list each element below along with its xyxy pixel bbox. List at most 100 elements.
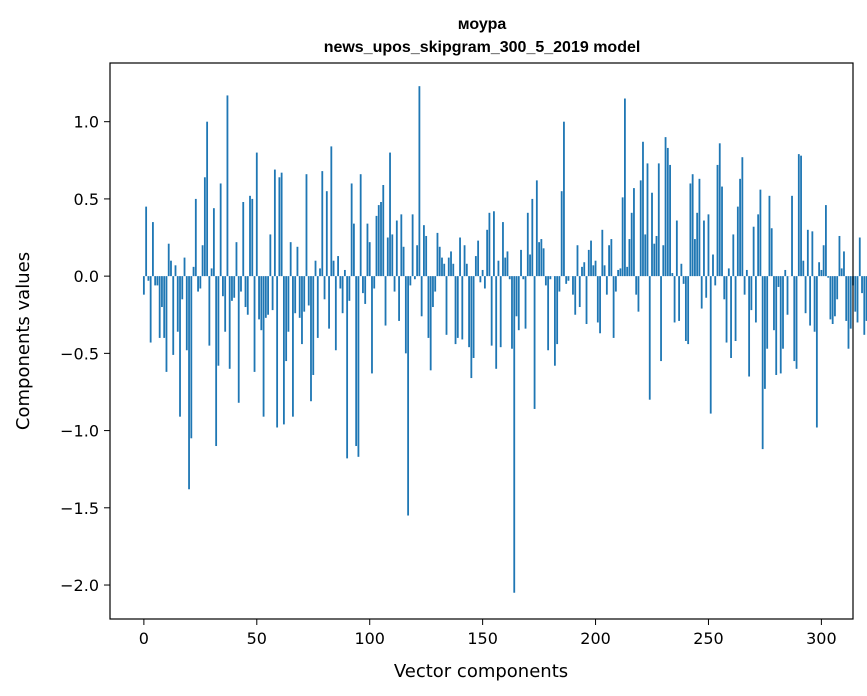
bar [253,276,256,372]
bar [865,276,867,321]
bar [836,276,839,300]
bar [764,276,766,389]
bar [834,276,836,317]
bar [149,276,152,343]
bar [474,256,477,277]
bar [784,269,787,277]
bar [470,276,473,379]
bar [601,229,604,277]
bar [375,215,378,277]
bar [689,183,692,277]
bar [576,245,579,277]
bar [809,276,811,326]
bar [269,234,272,277]
bar [673,276,676,323]
bar [233,276,236,298]
bar [664,137,667,277]
bar [413,276,416,280]
bar [818,262,821,277]
bar [235,242,238,277]
y-tick-label: 0.0 [74,267,99,286]
bar [350,183,353,277]
bar [858,237,861,277]
bar [630,212,633,277]
bar [646,163,649,277]
bar [716,164,719,277]
bar [813,276,816,332]
bar [364,276,367,304]
bar [452,263,455,277]
bar [671,273,674,277]
bar [296,246,299,277]
bar [698,178,701,277]
bar [219,183,222,277]
bar [147,276,150,281]
bar [450,251,452,277]
bar [303,276,306,312]
bar [434,276,437,292]
bar [590,240,592,277]
bar [709,276,712,414]
bar [804,276,807,314]
bar [142,276,145,295]
bar [409,276,412,286]
bar [445,276,448,335]
bar [436,232,439,277]
bar [427,276,430,338]
bar [222,276,224,297]
bar [332,260,335,277]
bar [635,276,638,295]
bar [163,276,166,338]
bar [465,263,468,277]
bar [596,276,599,323]
bar [621,197,624,277]
bar [815,276,818,428]
x-axis-label: Vector components [394,661,568,682]
bar [384,276,387,326]
x-tick-label: 300 [806,629,837,648]
bar [594,260,597,277]
bar [190,276,193,439]
bar [741,157,744,277]
bar [429,276,432,371]
bar [167,243,170,277]
bar [592,265,595,277]
bar [504,257,507,277]
bar [572,276,574,295]
bar [703,220,705,277]
bar [477,240,480,277]
bar [653,243,656,277]
bar [316,276,319,338]
bar [341,276,344,314]
bar [443,263,446,277]
bar [553,276,556,366]
bar [535,180,538,277]
bar [154,276,157,286]
bar [301,276,303,345]
bar [185,276,188,351]
bar [278,177,281,277]
bar [400,214,403,277]
bar [651,192,653,277]
bar [779,276,782,374]
bar [260,276,263,331]
bar [432,276,434,308]
x-tick-label: 250 [693,629,724,648]
x-tick-label: 0 [139,629,149,648]
bar [684,276,687,341]
bar [712,254,714,277]
bar [587,249,590,277]
bar [538,242,540,277]
bar [829,276,832,320]
x-tick-label: 100 [354,629,385,648]
bar [605,276,608,295]
bar [276,276,279,428]
bar [682,276,685,284]
bar [495,276,498,369]
bar [775,276,778,375]
bar [662,245,665,277]
bar [822,245,825,277]
bar [305,174,308,277]
bar [368,242,371,277]
bar [244,276,247,308]
